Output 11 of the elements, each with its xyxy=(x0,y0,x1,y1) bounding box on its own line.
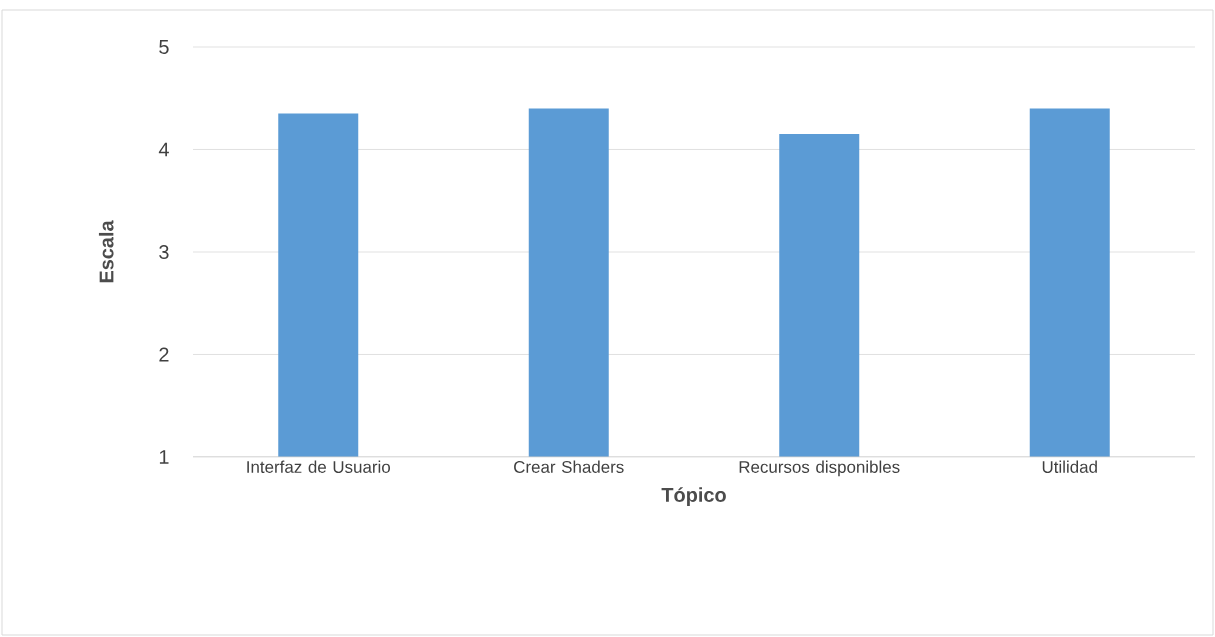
x-tick-label: Crear Shaders xyxy=(514,460,624,473)
y-tick-label: 1 xyxy=(159,450,169,464)
y-tick-label: 2 xyxy=(159,347,169,362)
y-tick-label: 4 xyxy=(158,142,169,157)
y-tick-label: 3 xyxy=(159,244,169,260)
x-tick-label: Interfaz de Usuario xyxy=(247,460,390,473)
x-tick-label: Recursos disponibles xyxy=(739,460,900,477)
x-tick-label: Utilidad xyxy=(1042,460,1097,473)
y-axis-title: Escala xyxy=(98,220,114,283)
y-tick-label: 5 xyxy=(159,40,169,54)
x-axis-title: Tópico xyxy=(661,487,726,506)
